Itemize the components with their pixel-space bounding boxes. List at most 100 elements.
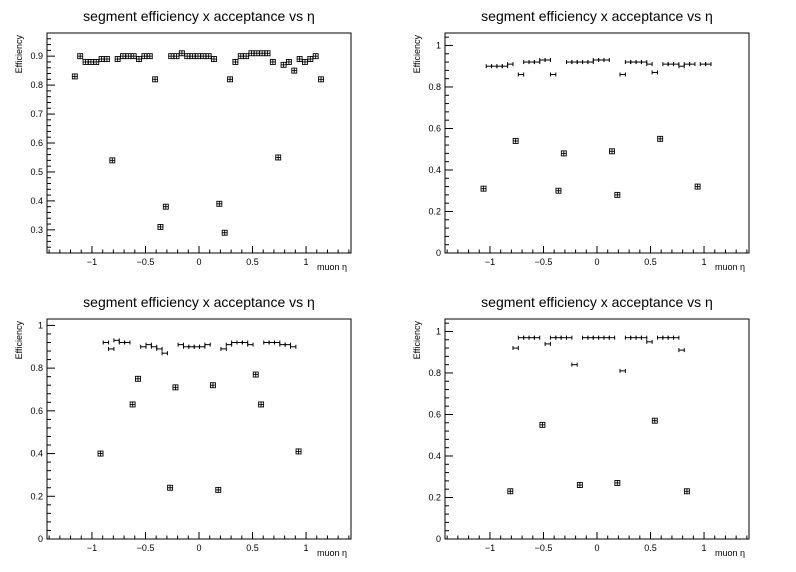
y-tick-label: 0 <box>436 534 441 544</box>
data-point <box>71 73 78 80</box>
data-point <box>318 76 324 83</box>
data-point <box>102 340 110 345</box>
chart-panel-1: segment efficiency x acceptance vs η −1 −0… <box>0 0 398 286</box>
y-tick-label: 0.2 <box>428 206 441 216</box>
data-point <box>656 335 664 340</box>
data-point <box>582 335 589 340</box>
data-point <box>108 346 115 351</box>
chart-svg-1: segment efficiency x acceptance vs η −1 −0… <box>14 8 352 272</box>
data-point <box>646 339 653 344</box>
data-point <box>200 53 207 60</box>
chart-panel-2: segment efficiency x acceptance vs η −1 −0… <box>398 0 796 286</box>
data-point <box>252 371 259 378</box>
data-point <box>689 62 696 67</box>
data-point <box>555 187 562 194</box>
data-point <box>699 62 707 67</box>
data-point <box>221 229 228 236</box>
data-point <box>560 150 567 157</box>
x-tick-label: 0 <box>594 543 599 553</box>
data-point <box>167 484 174 491</box>
data-point <box>215 486 222 493</box>
data-point <box>103 56 110 63</box>
data-point <box>533 335 541 340</box>
data-point <box>694 183 701 190</box>
data-point <box>114 56 121 63</box>
y-tick-label: 1 <box>436 326 441 336</box>
data-point <box>624 335 632 340</box>
data-point <box>146 53 153 60</box>
data-point <box>232 58 239 65</box>
data-point <box>161 351 168 356</box>
data-point <box>259 50 266 57</box>
data-point <box>109 157 116 164</box>
data-point <box>141 53 148 60</box>
data-point <box>178 50 185 57</box>
data-point <box>290 344 297 349</box>
x-tick-label: 0 <box>594 257 599 267</box>
data-point <box>576 482 583 488</box>
data-point <box>507 488 514 495</box>
data-point <box>673 62 680 67</box>
y-tick-label: 0.2 <box>428 492 441 502</box>
chart-title: segment efficiency x acceptance vs η <box>83 8 315 24</box>
x-tick-label: −0.5 <box>137 257 155 267</box>
chart-title: segment efficiency x acceptance vs η <box>83 294 315 310</box>
data-point <box>491 64 498 69</box>
data-point <box>263 340 270 345</box>
y-tick-label: 0.4 <box>30 196 43 206</box>
data-point <box>284 342 292 347</box>
data-point <box>129 401 136 408</box>
y-tick-label: 0.9 <box>30 51 43 61</box>
data-point <box>194 53 201 60</box>
x-axis-label: muon η <box>715 548 745 558</box>
data-point <box>302 58 308 65</box>
x-tick-label: 1 <box>304 543 309 553</box>
data-point <box>614 480 621 486</box>
data-point <box>216 200 223 207</box>
data-point <box>657 135 664 142</box>
data-point <box>125 53 132 60</box>
x-tick-label: −1 <box>485 543 495 553</box>
data-point <box>312 53 319 60</box>
data-point <box>118 340 126 345</box>
chart-title: segment efficiency x acceptance vs η <box>481 8 713 24</box>
chart-panel-4: segment efficiency x acceptance vs η −1 −0… <box>398 286 796 572</box>
data-point <box>523 335 530 340</box>
data-point <box>640 60 648 65</box>
data-point <box>98 56 105 63</box>
data-point <box>549 335 557 340</box>
data-point <box>247 342 254 347</box>
data-point <box>291 67 298 74</box>
x-axis-label: muon η <box>715 262 745 272</box>
data-point <box>145 342 152 347</box>
data-point <box>135 375 141 382</box>
data-point <box>124 340 131 345</box>
data-point <box>168 53 175 60</box>
data-point <box>603 335 610 340</box>
data-point <box>188 344 195 349</box>
data-point <box>517 335 525 340</box>
x-tick-label: 0.5 <box>644 257 657 267</box>
data-point <box>651 70 658 75</box>
data-point <box>87 58 94 65</box>
plot-frame <box>46 32 352 254</box>
plot-frame <box>444 318 750 540</box>
data-point <box>667 62 675 67</box>
data-point <box>582 60 589 65</box>
data-point <box>571 60 578 65</box>
data-point <box>528 60 535 65</box>
y-tick-label: 0 <box>38 534 43 544</box>
chart-svg-4: segment efficiency x acceptance vs η −1 −0… <box>412 294 750 558</box>
data-point <box>177 342 184 347</box>
data-point <box>705 62 712 67</box>
data-point <box>140 344 147 349</box>
x-tick-label: 1 <box>304 257 309 267</box>
data-point <box>268 340 275 345</box>
chart-svg-3: segment efficiency x acceptance vs η −1 −0… <box>14 294 352 558</box>
data-point <box>587 60 594 65</box>
data-point <box>619 72 626 77</box>
data-point <box>248 50 255 57</box>
data-point <box>576 60 584 65</box>
data-point <box>587 335 594 340</box>
data-point <box>683 488 690 495</box>
